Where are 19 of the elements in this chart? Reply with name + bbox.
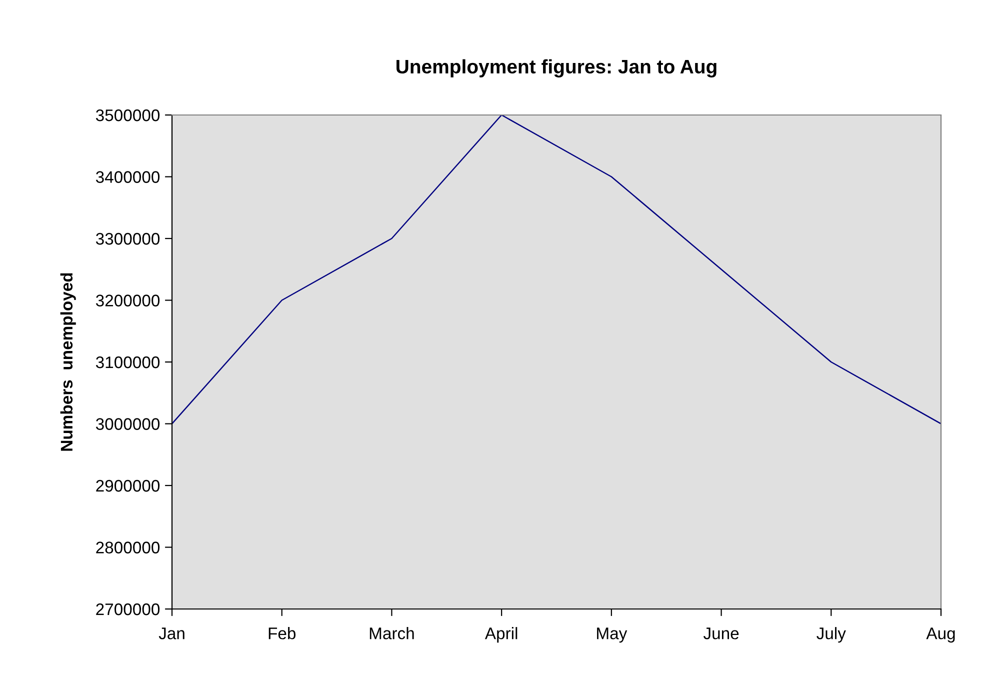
y-tick-label: 3400000	[96, 171, 160, 183]
y-tick-label: 2700000	[96, 603, 160, 616]
x-tick-label: May	[597, 628, 628, 643]
y-tick-label: 2900000	[96, 480, 160, 492]
y-tick-label: 3300000	[96, 232, 160, 245]
chart-title: Unemployment figures: Jan to Aug	[396, 59, 716, 78]
x-tick-label: Feb	[268, 627, 296, 640]
x-tick-label: Jan	[158, 628, 184, 640]
y-axis-title: Numbers unemployed	[60, 273, 76, 451]
x-tick-label: April	[484, 627, 518, 643]
y-tick-label: 3200000	[96, 294, 160, 306]
x-tick-label: Aug	[926, 628, 955, 643]
y-tick-label: 3000000	[96, 418, 160, 430]
y-tick-label: 2800000	[96, 542, 160, 554]
y-tick-label: 3500000	[96, 109, 160, 122]
x-tick-label: March	[370, 627, 414, 640]
y-tick-label: 3100000	[96, 356, 160, 368]
x-tick-label: July	[816, 627, 846, 643]
x-tick-label: June	[703, 628, 739, 640]
